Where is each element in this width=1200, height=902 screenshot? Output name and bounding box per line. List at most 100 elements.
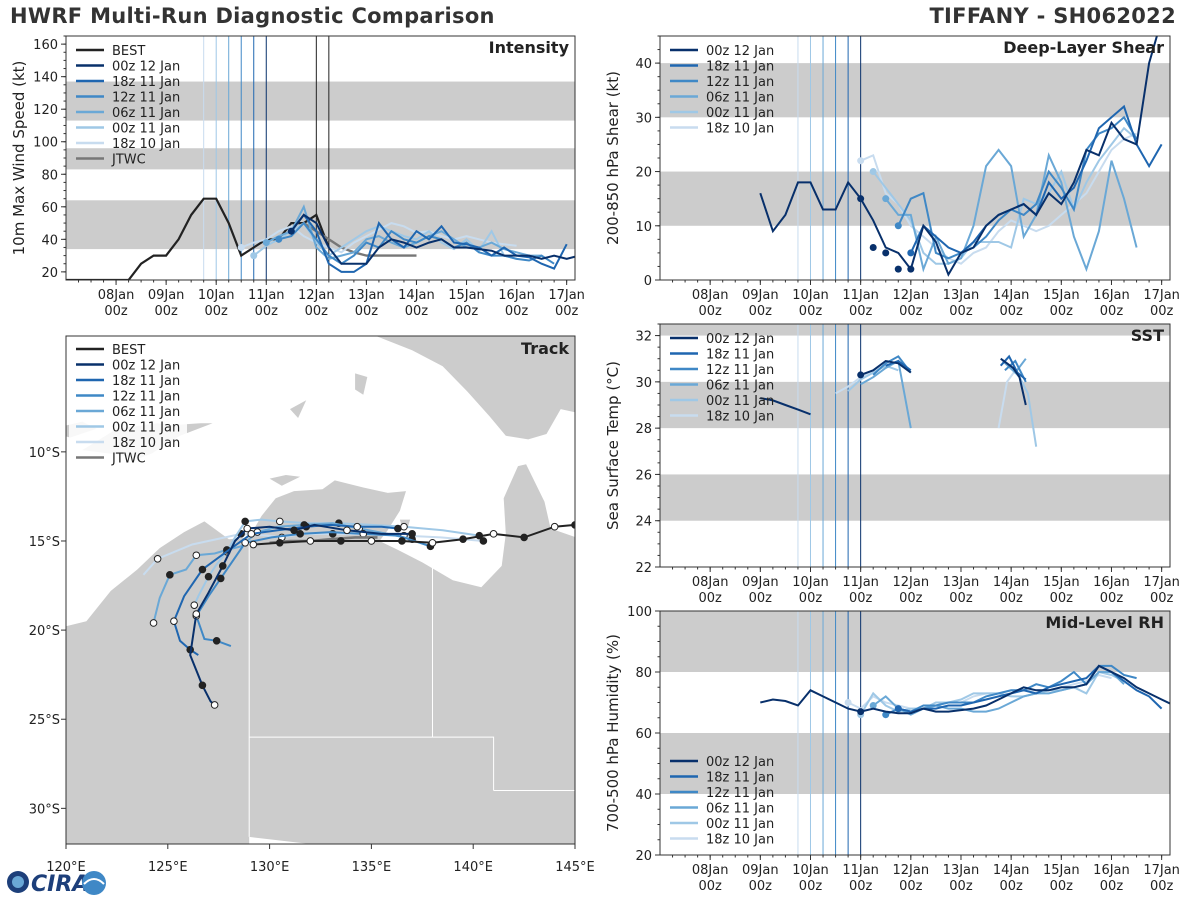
shear-analysis-point bbox=[882, 249, 890, 257]
sst-shade-band bbox=[660, 474, 1170, 521]
track-position-marker bbox=[479, 537, 488, 545]
track-position-marker bbox=[296, 530, 304, 538]
intensity-x-tick-hour: 00z bbox=[205, 304, 229, 319]
rh-init-point bbox=[844, 699, 852, 706]
sst-shade-band bbox=[660, 381, 1170, 429]
shear-forecast-line bbox=[872, 126, 1138, 265]
track-position-marker bbox=[218, 562, 227, 570]
track-lat-label: 25°S bbox=[29, 713, 60, 728]
rh-y-tick-label: 60 bbox=[635, 727, 652, 742]
legend-label: 18z 11 Jan bbox=[112, 374, 180, 389]
sst-x-tick-day: 08Jan bbox=[692, 575, 729, 590]
rh-x-tick-day: 16Jan bbox=[1093, 863, 1130, 878]
sst-x-tick-day: 16Jan bbox=[1093, 575, 1130, 590]
sst-x-tick-hour: 00z bbox=[1100, 591, 1124, 606]
state-border bbox=[432, 736, 495, 791]
track-best-marker bbox=[398, 537, 406, 545]
intensity-y-axis-label: 10m Max Wind Speed (kt) bbox=[10, 61, 28, 256]
rh-x-tick-hour: 00z bbox=[899, 879, 923, 894]
shear-plot-area bbox=[660, 36, 1170, 280]
track-forecast-line bbox=[195, 531, 431, 648]
sst-y-tick-label: 32 bbox=[635, 330, 652, 345]
shear-x-tick-day: 11Jan bbox=[842, 288, 879, 303]
rh-forecast-line bbox=[760, 664, 1170, 715]
rh-x-tick-day: 12Jan bbox=[893, 863, 930, 878]
track-best-marker bbox=[249, 540, 258, 549]
track-forecast-line bbox=[193, 518, 480, 606]
intensity-init-point bbox=[287, 227, 295, 235]
shear-analysis-point bbox=[869, 243, 877, 251]
shear-analysis-point bbox=[894, 265, 902, 273]
track-position-marker bbox=[408, 530, 416, 538]
logo-text: CIRA bbox=[31, 872, 89, 897]
legend-label: 06z 11 Jan bbox=[112, 405, 180, 420]
rh-shade-band bbox=[660, 733, 1170, 794]
shear-init-point bbox=[869, 168, 877, 176]
track-lat-label: 15°S bbox=[29, 535, 60, 550]
legend-label: 00z 12 Jan bbox=[706, 755, 774, 770]
sst-y-tick-label: 26 bbox=[635, 468, 652, 483]
sst-x-tick-day: 13Jan bbox=[943, 575, 980, 590]
track-position-marker bbox=[247, 530, 256, 538]
track-best-marker bbox=[489, 530, 498, 538]
intensity-init-point bbox=[250, 252, 258, 260]
shear-x-tick-day: 14Jan bbox=[993, 288, 1030, 303]
shear-panel: 01020304008Jan00z09Jan00z10Jan00z11Jan00… bbox=[604, 35, 1180, 319]
sst-panel-title: SST bbox=[1131, 326, 1164, 345]
legend-label: 12z 11 Jan bbox=[112, 390, 180, 405]
rh-x-tick-hour: 00z bbox=[749, 879, 773, 894]
track-best-line bbox=[253, 523, 575, 546]
landmass bbox=[66, 464, 575, 844]
track-forecast-line bbox=[189, 523, 413, 706]
track-position-marker bbox=[190, 601, 199, 609]
sst-init-point bbox=[857, 371, 865, 379]
track-position-marker bbox=[198, 565, 207, 574]
shear-y-tick-label: 10 bbox=[635, 220, 652, 235]
shear-forecast-line bbox=[884, 148, 1138, 273]
sst-forecast-line bbox=[1004, 359, 1027, 383]
sst-x-tick-hour: 00z bbox=[899, 591, 923, 606]
landmass bbox=[375, 336, 575, 440]
storm-id-title: TIFFANY - SH062022 bbox=[929, 4, 1176, 28]
intensity-x-tick-day: 11Jan bbox=[248, 288, 285, 303]
intensity-x-tick-day: 13Jan bbox=[348, 288, 385, 303]
sst-x-tick-day: 17Jan bbox=[1143, 575, 1180, 590]
bight-water bbox=[249, 836, 311, 844]
rh-shade-band bbox=[660, 611, 1170, 672]
rh-x-tick-day: 10Jan bbox=[792, 863, 829, 878]
intensity-x-tick-hour: 00z bbox=[104, 304, 128, 319]
sst-y-axis-label: Sea Surface Temp (°C) bbox=[604, 361, 622, 530]
legend-label: 18z 10 Jan bbox=[112, 436, 180, 451]
shear-init-point bbox=[857, 195, 865, 203]
intensity-x-tick-hour: 00z bbox=[505, 304, 529, 319]
track-position-marker bbox=[290, 526, 298, 535]
track-position-marker bbox=[170, 617, 178, 625]
landmass bbox=[355, 373, 368, 395]
intensity-init-point bbox=[275, 235, 283, 243]
figure-title: HWRF Multi-Run Diagnostic Comparison bbox=[10, 4, 495, 28]
track-position-marker bbox=[241, 517, 249, 526]
shear-init-point bbox=[857, 157, 865, 165]
rh-panel: 2040608010008Jan00z09Jan00z10Jan00z11Jan… bbox=[604, 605, 1180, 894]
legend-label: 06z 11 Jan bbox=[112, 106, 180, 121]
intensity-y-tick-label: 60 bbox=[41, 201, 58, 216]
intensity-x-tick-day: 16Jan bbox=[498, 288, 535, 303]
shear-x-tick-day: 10Jan bbox=[792, 288, 829, 303]
legend-label: 06z 11 Jan bbox=[706, 91, 774, 106]
shear-analysis-point bbox=[907, 265, 915, 273]
track-lon-label: 145°E bbox=[555, 860, 595, 875]
cira-logo-icon: CIRA bbox=[7, 871, 106, 897]
sst-shade-band bbox=[660, 324, 1170, 336]
track-best-marker bbox=[550, 522, 559, 531]
sst-frame bbox=[659, 323, 1171, 568]
rh-x-tick-day: 14Jan bbox=[993, 863, 1030, 878]
rh-y-axis-label: 700-500 hPa Humidity (%) bbox=[604, 634, 622, 832]
track-position-marker bbox=[400, 522, 408, 531]
rh-init-point bbox=[857, 708, 865, 716]
legend-label: 18z 10 Jan bbox=[112, 137, 180, 152]
intensity-y-tick-label: 80 bbox=[41, 168, 58, 183]
track-position-marker bbox=[204, 572, 213, 581]
track-position-marker bbox=[353, 522, 361, 531]
legend-label: 18z 10 Jan bbox=[706, 122, 774, 137]
rh-y-tick-label: 40 bbox=[635, 788, 652, 803]
